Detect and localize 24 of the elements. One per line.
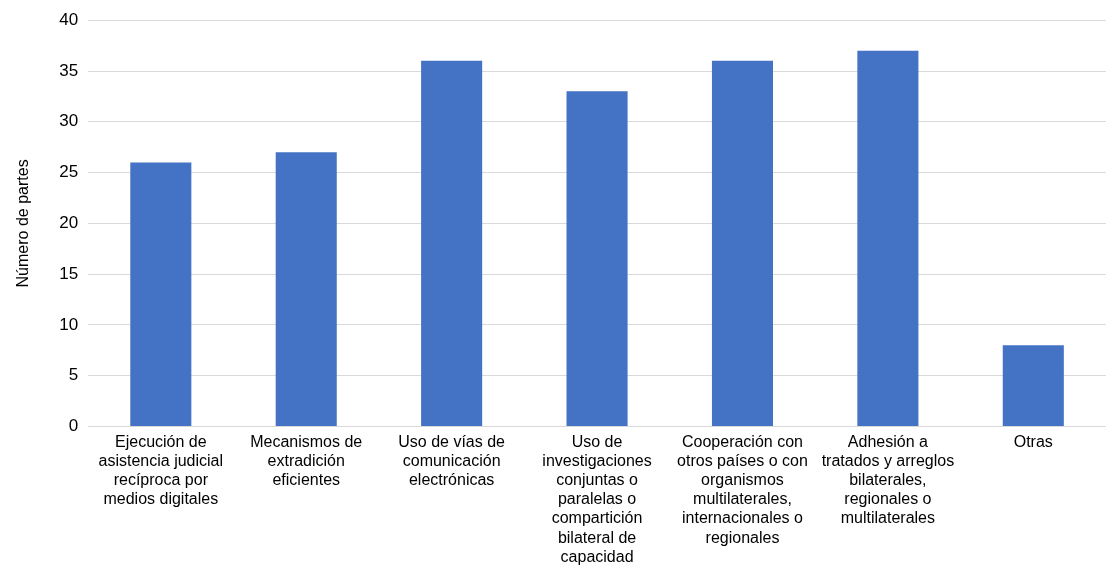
y-tick-label: 20 (59, 213, 79, 233)
bar (566, 91, 628, 427)
x-tick-label: Uso de vías de comunicación electrónicas (398, 432, 506, 489)
y-tick-label: 40 (59, 9, 79, 29)
x-tick-label: Mecanismos de extradición eficientes (250, 432, 363, 489)
bar (711, 60, 773, 427)
bar (130, 162, 192, 427)
y-tick-label: 0 (68, 416, 79, 436)
bar (421, 60, 483, 427)
y-tick-label: 25 (59, 162, 79, 182)
x-tick-label: Uso de investigaciones conjuntas o paralelas o compartición bilateral de capacidad (542, 432, 652, 565)
bar (1002, 345, 1064, 427)
y-axis-title: Número de partes (14, 159, 32, 288)
x-tick-label: Otras (1013, 432, 1053, 450)
x-tick-label: Cooperación con otros países o con organismos multilaterales, internacionales o regionales (677, 432, 808, 546)
x-tick-label: Adhesión a tratados y arreglos bilaterales, regionales o multilaterales (821, 432, 955, 527)
bar (857, 50, 919, 427)
y-tick-label: 30 (59, 111, 79, 131)
y-tick-label: 5 (68, 365, 79, 385)
y-tick-label: 10 (59, 314, 79, 334)
bar (275, 152, 337, 427)
x-tick-label: Ejecución de asistencia judicial recíproca por medios digitales (98, 432, 224, 508)
y-tick-label: 15 (59, 263, 79, 283)
y-tick-label: 35 (59, 60, 79, 80)
